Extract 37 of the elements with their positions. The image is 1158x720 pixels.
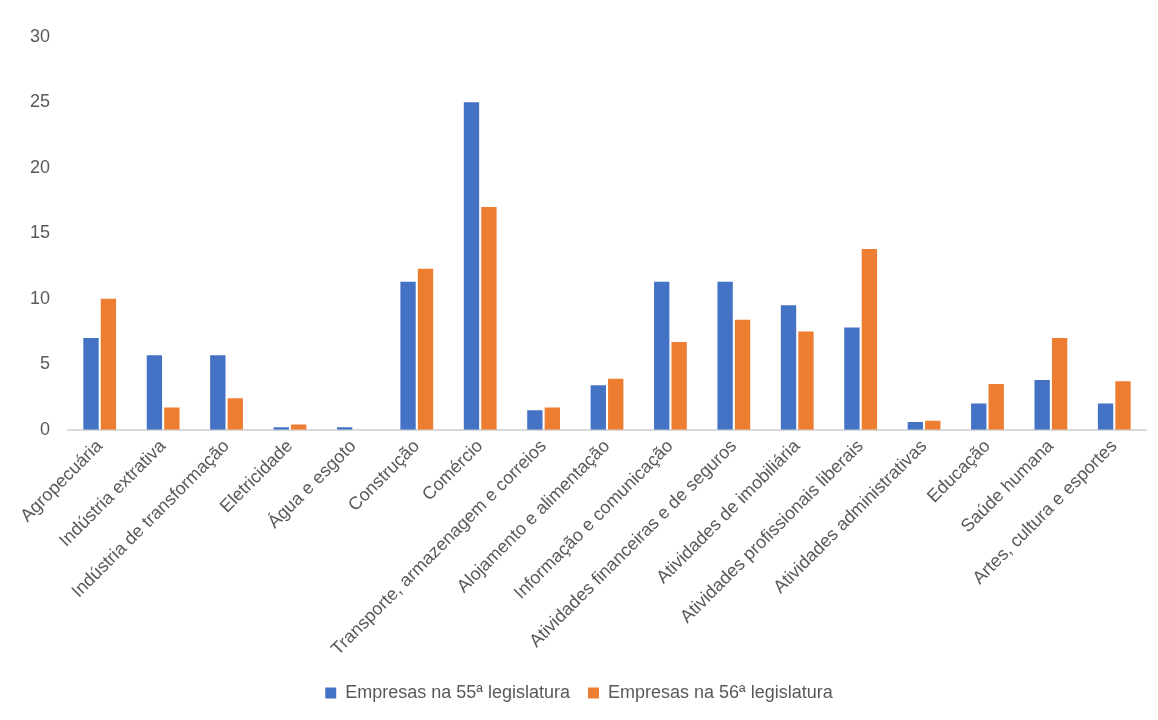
bar [1034,380,1050,430]
bar [83,338,99,430]
bar [100,298,117,430]
bar [1051,338,1068,430]
y-tick-label: 10 [29,287,51,308]
bar [1097,403,1114,430]
bar [717,281,733,430]
bar [544,407,560,430]
bar [463,102,480,430]
y-tick-label: 25 [29,91,51,112]
y-tick-label: 0 [40,418,51,439]
bar [400,281,416,430]
legend-label: Empresas na 55ª legislatura [345,681,571,702]
bar [608,378,624,430]
legend-label: Empresas na 56ª legislatura [608,681,834,702]
bar [798,331,814,430]
bar [780,305,797,430]
bar [988,383,1004,430]
bar [527,410,543,430]
bar [654,281,670,430]
bar [210,355,226,430]
bar [164,407,180,430]
bar [734,319,751,430]
bar [481,207,497,430]
y-tick-label: 30 [29,25,51,46]
bar [590,385,606,430]
y-tick-label: 5 [40,353,51,374]
bar [1115,381,1131,430]
bar [227,398,243,430]
bar [146,355,163,430]
bar [671,342,687,430]
bar [844,327,860,430]
bar [971,403,987,430]
y-tick-label: 15 [29,222,51,243]
bar [417,268,434,430]
bar [861,249,878,430]
y-tick-label: 20 [29,156,51,177]
